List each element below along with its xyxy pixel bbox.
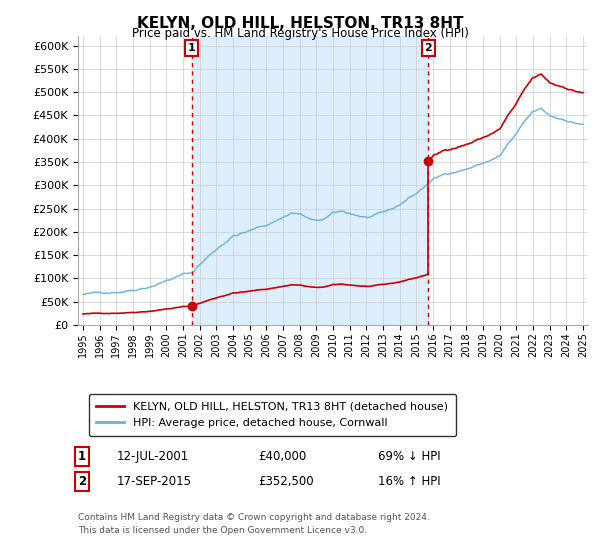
Text: 17-SEP-2015: 17-SEP-2015 [117, 475, 192, 488]
Text: £40,000: £40,000 [258, 450, 306, 463]
Text: Contains HM Land Registry data © Crown copyright and database right 2024.: Contains HM Land Registry data © Crown c… [78, 514, 430, 522]
Text: 16% ↑ HPI: 16% ↑ HPI [378, 475, 440, 488]
Legend: KELYN, OLD HILL, HELSTON, TR13 8HT (detached house), HPI: Average price, detache: KELYN, OLD HILL, HELSTON, TR13 8HT (deta… [89, 394, 456, 436]
Text: £352,500: £352,500 [258, 475, 314, 488]
Text: 1: 1 [188, 43, 196, 53]
Text: This data is licensed under the Open Government Licence v3.0.: This data is licensed under the Open Gov… [78, 526, 367, 535]
Text: 2: 2 [78, 475, 86, 488]
Text: KELYN, OLD HILL, HELSTON, TR13 8HT: KELYN, OLD HILL, HELSTON, TR13 8HT [137, 16, 463, 31]
Text: 2: 2 [424, 43, 432, 53]
Text: 69% ↓ HPI: 69% ↓ HPI [378, 450, 440, 463]
Bar [192, 36, 428, 325]
Text: 12-JUL-2001: 12-JUL-2001 [117, 450, 189, 463]
Text: 1: 1 [78, 450, 86, 463]
Text: Price paid vs. HM Land Registry's House Price Index (HPI): Price paid vs. HM Land Registry's House … [131, 27, 469, 40]
